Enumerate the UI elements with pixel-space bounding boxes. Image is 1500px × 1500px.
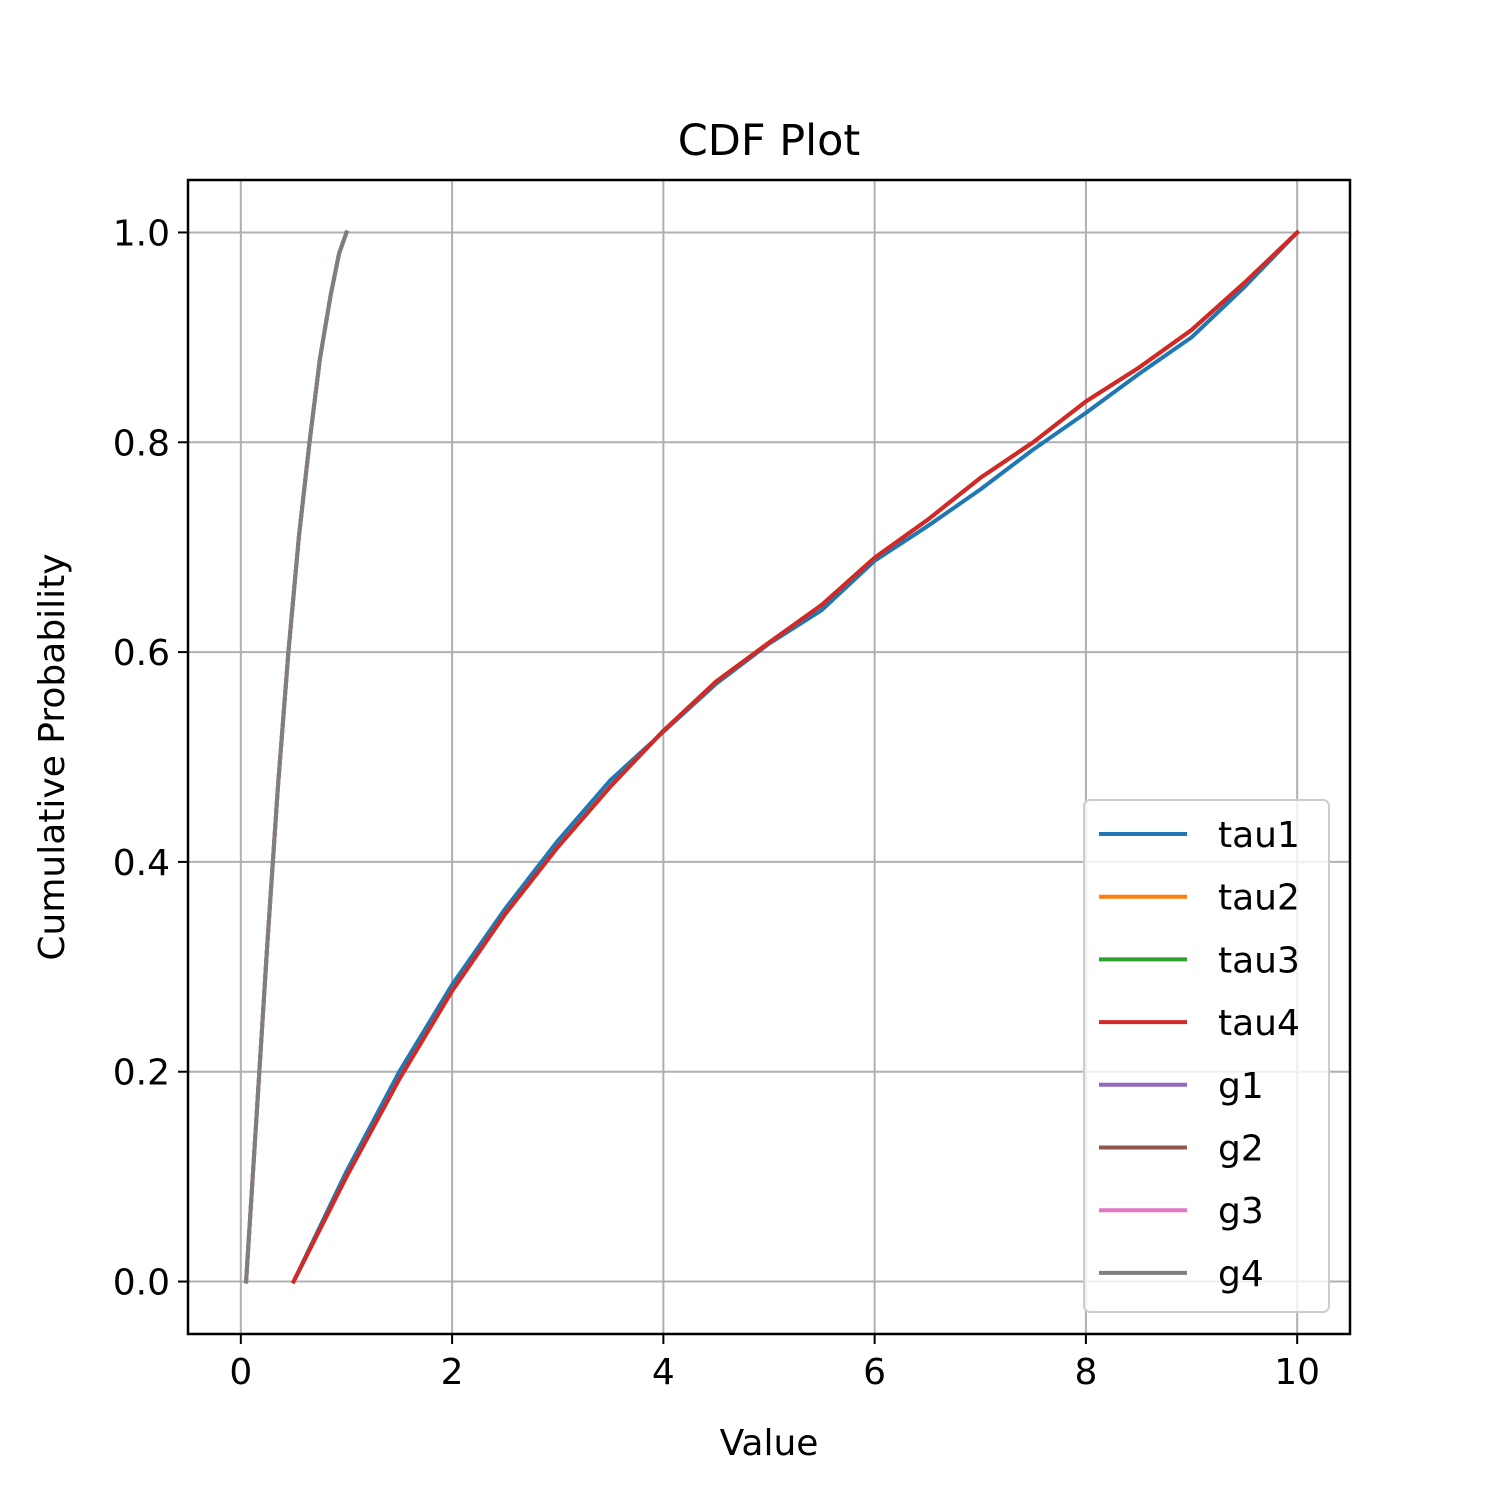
series-line-tau1: [290, 229, 1301, 1285]
x-tick-label: 4: [652, 1352, 675, 1393]
series-line-tau4: [290, 229, 1301, 1285]
axis-ticks: 0 2 4 6 8 10 0.0 0.2 0.4 0.6 0.8 1.0: [113, 213, 1320, 1393]
x-tick-label: 6: [863, 1352, 886, 1393]
legend-label-g2: g2: [1218, 1129, 1264, 1170]
plot-frame: [186, 178, 1352, 1336]
legend-label-tau2: tau2: [1218, 878, 1300, 919]
legend-label-g1: g1: [1218, 1066, 1264, 1107]
legend-label-tau4: tau4: [1218, 1003, 1300, 1044]
x-tick-label: 0: [229, 1352, 252, 1393]
series-line-g4: [243, 229, 350, 1284]
y-tick-label: 0.4: [113, 843, 170, 884]
legend-box: [1083, 799, 1330, 1313]
y-tick-label: 0.0: [113, 1263, 170, 1304]
legend-label-g3: g3: [1218, 1191, 1264, 1232]
grid-lines: [188, 180, 1350, 1334]
legend: tau1 tau2 tau3 tau4 g1 g2 g3 g4: [1083, 799, 1330, 1313]
x-axis-title: Value: [720, 1423, 819, 1464]
legend-label-tau1: tau1: [1218, 815, 1300, 856]
x-tick-label: 2: [441, 1352, 464, 1393]
y-tick-label: 0.6: [113, 633, 170, 674]
legend-label-tau3: tau3: [1218, 940, 1300, 981]
series-lines: [243, 229, 1301, 1285]
y-axis-title: Cumulative Probability: [32, 553, 73, 960]
y-tick-label: 0.2: [113, 1053, 170, 1094]
legend-label-g4: g4: [1218, 1254, 1264, 1295]
chart-title: CDF Plot: [678, 116, 861, 166]
x-tick-label: 8: [1074, 1352, 1097, 1393]
y-tick-label: 1.0: [113, 213, 170, 254]
y-tick-label: 0.8: [113, 423, 170, 464]
x-tick-label: 10: [1274, 1352, 1320, 1393]
